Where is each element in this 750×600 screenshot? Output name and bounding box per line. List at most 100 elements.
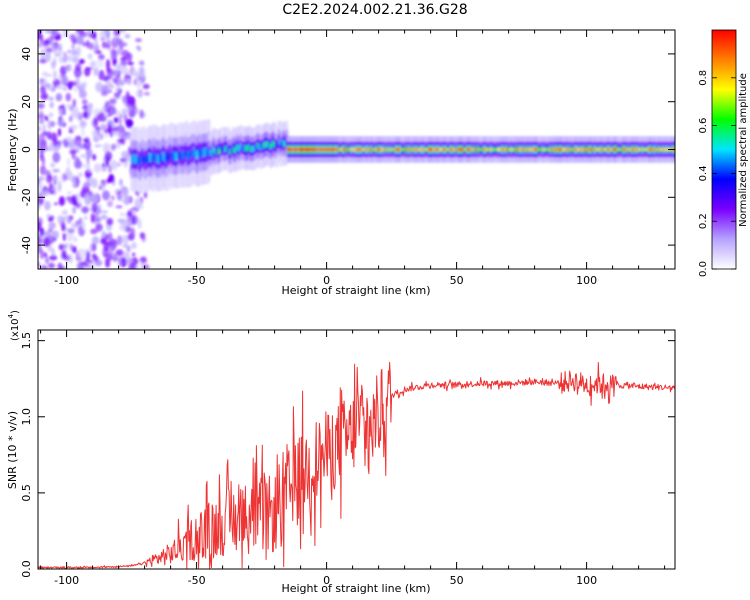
heatmap-cell xyxy=(82,182,90,190)
heatmap-cell xyxy=(111,49,118,59)
heatmap-cell xyxy=(75,78,81,89)
heatmap-cell xyxy=(90,60,97,68)
heatmap-cells xyxy=(38,30,675,269)
heatmap-cell xyxy=(72,109,81,119)
heatmap-cell xyxy=(85,66,94,71)
y-tick-label: 0.0 xyxy=(20,560,33,578)
heatmap-cell xyxy=(68,126,73,134)
heatmap-cell xyxy=(38,221,42,232)
heatmap-cell xyxy=(127,62,134,66)
heatmap-cell xyxy=(100,179,107,185)
heatmap-cell xyxy=(132,209,137,215)
heatmap-cell xyxy=(90,228,98,235)
heatmap-cell xyxy=(116,190,123,201)
y-tick-label: 1.0 xyxy=(20,408,33,426)
heatmap-cell xyxy=(69,104,74,112)
heatmap-cell xyxy=(125,118,134,129)
heatmap-cell xyxy=(49,101,54,109)
heatmap-cell xyxy=(102,190,110,201)
heatmap-cell xyxy=(86,150,91,159)
heatmap-cell xyxy=(91,236,100,245)
y-tick-label: -40 xyxy=(20,236,33,254)
heatmap-cell xyxy=(135,71,139,81)
heatmap-cell xyxy=(68,115,73,123)
heatmap-cell xyxy=(64,215,70,221)
heatmap-cell xyxy=(52,136,57,148)
heatmap-cell xyxy=(84,194,92,206)
heatmap-cell xyxy=(45,257,50,264)
heatmap-cell xyxy=(63,52,68,63)
y-tick-label: 1.5 xyxy=(20,332,33,350)
heatmap-cell xyxy=(106,200,113,208)
heatmap-cell xyxy=(94,217,101,222)
heatmap-cell xyxy=(42,123,46,133)
heatmap-cell xyxy=(81,129,85,137)
heatmap-cell xyxy=(68,253,73,264)
spectrogram-heatmap xyxy=(38,30,675,269)
heatmap-cell xyxy=(105,59,111,70)
heatmap-cell xyxy=(57,128,62,137)
heatmap-cell xyxy=(118,138,126,145)
heatmap-cell xyxy=(96,59,105,68)
heatmap-cell xyxy=(39,34,44,44)
heatmap-cell xyxy=(65,92,71,102)
x-tick-label: 50 xyxy=(450,574,464,587)
heatmap-cell xyxy=(124,259,133,265)
heatmap-cell xyxy=(77,251,86,259)
heatmap-cell xyxy=(87,190,93,196)
heatmap-cell xyxy=(62,233,67,237)
heatmap-cell xyxy=(65,136,73,143)
heatmap-cell xyxy=(66,157,71,167)
heatmap-cell xyxy=(121,59,125,66)
heatmap-cell xyxy=(131,252,136,257)
heatmap-cell xyxy=(101,215,109,220)
heatmap-cell xyxy=(92,242,97,252)
heatmap-cell xyxy=(51,64,56,70)
heatmap-cell xyxy=(94,37,98,46)
heatmap-cell xyxy=(73,236,78,243)
heatmap-cell xyxy=(143,91,150,96)
heatmap-cell xyxy=(101,210,108,214)
figure-title: C2E2.2024.002.21.36.G28 xyxy=(282,2,467,18)
heatmap-cell xyxy=(116,47,125,56)
heatmap-cell xyxy=(64,66,69,70)
heatmap-cell xyxy=(53,46,62,51)
heatmap-cell xyxy=(135,38,142,43)
heatmap-cell xyxy=(104,44,111,48)
heatmap-cell xyxy=(43,236,50,248)
heatmap-cell xyxy=(72,206,76,214)
snr-y-multiplier: (x104) xyxy=(7,310,21,341)
heatmap-cell xyxy=(87,169,93,173)
x-tick-label: 0 xyxy=(323,574,330,587)
heatmap-cell xyxy=(59,140,66,145)
heatmap-cell xyxy=(42,169,51,176)
heatmap-cell xyxy=(95,223,103,232)
heatmap-cell xyxy=(126,211,133,217)
heatmap-cell xyxy=(125,79,132,84)
heatmap-cell xyxy=(139,256,147,264)
heatmap-cell xyxy=(67,49,71,54)
heatmap-cell xyxy=(115,205,123,209)
heatmap-cell xyxy=(91,178,98,188)
heatmap-cell xyxy=(118,111,123,123)
heatmap-cell xyxy=(85,140,91,148)
heatmap-cell xyxy=(60,77,68,86)
heatmap-cell xyxy=(40,93,49,100)
snr-ticks: -100 -50 0 50 100 0.0 0.5 1.0 1.5 xyxy=(20,330,675,587)
spectrogram-x-label: Height of straight line (km) xyxy=(281,284,430,297)
heatmap-cell xyxy=(104,151,113,162)
colorbar-tick-label: 0.4 xyxy=(698,165,709,181)
heatmap-cell xyxy=(44,200,51,211)
colorbar-tick-label: 0.0 xyxy=(698,261,709,277)
heatmap-cell xyxy=(76,35,84,45)
colorbar-gradient xyxy=(712,30,736,269)
heatmap-cell xyxy=(74,160,83,169)
heatmap-cell xyxy=(51,250,56,258)
heatmap-cell xyxy=(120,129,127,136)
y-tick-label: 20 xyxy=(20,95,33,109)
x-tick-label: -100 xyxy=(54,574,79,587)
heatmap-cell xyxy=(52,78,61,89)
heatmap-cell xyxy=(38,109,44,118)
snr-x-label: Height of straight line (km) xyxy=(281,582,430,595)
